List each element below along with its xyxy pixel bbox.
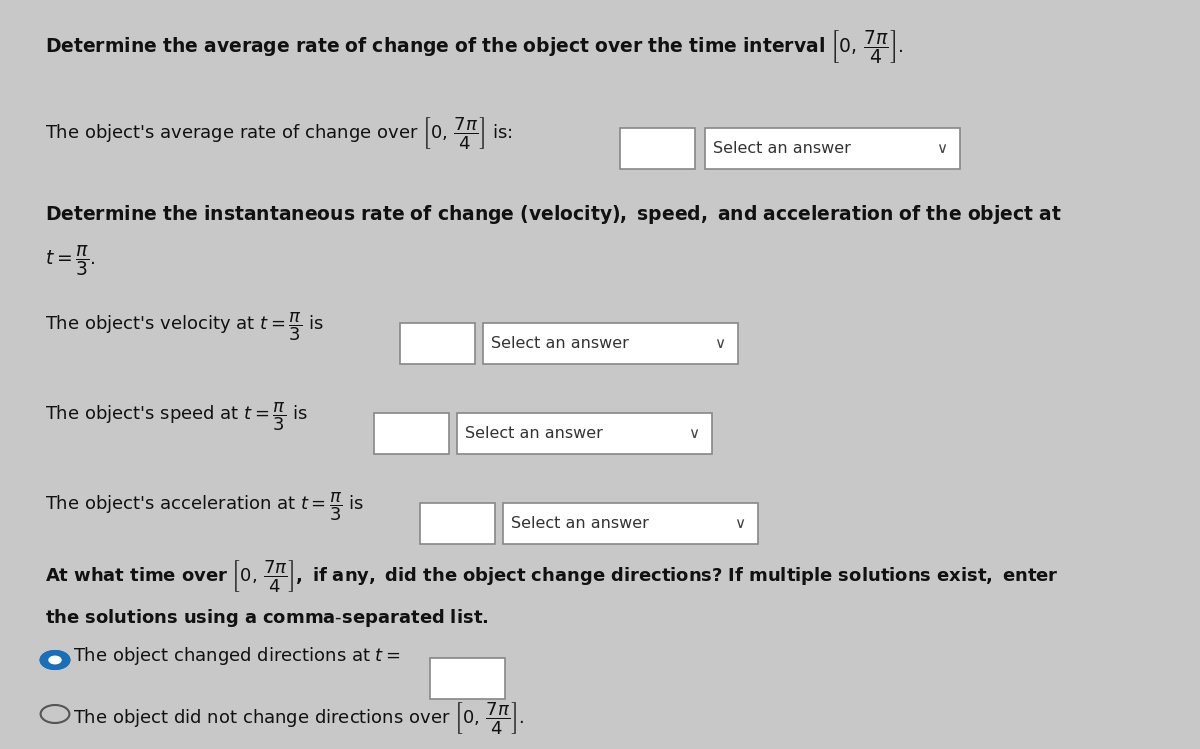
FancyBboxPatch shape [457, 413, 712, 454]
Text: ∨: ∨ [714, 336, 726, 351]
Text: The object did not change directions over $\left[0,\,\dfrac{7\pi}{4}\right].$: The object did not change directions ove… [73, 700, 524, 736]
Text: The object's speed at $t = \dfrac{\pi}{3}$ is: The object's speed at $t = \dfrac{\pi}{3… [46, 400, 307, 433]
FancyBboxPatch shape [706, 128, 960, 169]
FancyBboxPatch shape [484, 323, 738, 364]
FancyBboxPatch shape [400, 323, 475, 364]
Text: $\mathbf{Determine\ the}$ $\mathit{\mathbf{instantaneous}}$ $\mathbf{rate\ of\ c: $\mathbf{Determine\ the}$ $\mathit{\math… [46, 203, 1062, 226]
Text: The object's acceleration at $t = \dfrac{\pi}{3}$ is: The object's acceleration at $t = \dfrac… [46, 490, 364, 523]
Text: $t = \dfrac{\pi}{3}.$: $t = \dfrac{\pi}{3}.$ [46, 243, 96, 278]
Text: $\mathbf{the\ solutions\ using\ a\ comma\text{-}separated\ list.}$: $\mathbf{the\ solutions\ using\ a\ comma… [46, 607, 488, 629]
Circle shape [41, 651, 70, 669]
Text: Select an answer: Select an answer [466, 426, 604, 441]
FancyBboxPatch shape [430, 658, 505, 700]
Text: The object changed directions at $t =$: The object changed directions at $t =$ [73, 645, 401, 667]
Text: Select an answer: Select an answer [511, 516, 649, 531]
FancyBboxPatch shape [503, 503, 758, 545]
FancyBboxPatch shape [374, 413, 449, 454]
Text: Select an answer: Select an answer [492, 336, 629, 351]
Text: Select an answer: Select an answer [714, 141, 851, 156]
FancyBboxPatch shape [620, 128, 695, 169]
Text: $\mathbf{Determine\ the\ average\ rate\ of\ change\ of\ the\ object\ over\ the\ : $\mathbf{Determine\ the\ average\ rate\ … [46, 28, 904, 66]
Text: The object's velocity at $t = \dfrac{\pi}{3}$ is: The object's velocity at $t = \dfrac{\pi… [46, 310, 324, 342]
Text: $\mathbf{At\ what\ time\ over}$ $\left[0,\,\dfrac{7\pi}{4}\right]$$\mathbf{,\ if: $\mathbf{At\ what\ time\ over}$ $\left[0… [46, 558, 1058, 594]
Text: ∨: ∨ [689, 426, 700, 441]
FancyBboxPatch shape [420, 503, 496, 545]
Text: ∨: ∨ [734, 516, 745, 531]
Text: ∨: ∨ [936, 141, 948, 156]
Text: The object's average rate of change over $\left[0,\,\dfrac{7\pi}{4}\right]$ is:: The object's average rate of change over… [46, 115, 512, 151]
Circle shape [49, 656, 61, 664]
